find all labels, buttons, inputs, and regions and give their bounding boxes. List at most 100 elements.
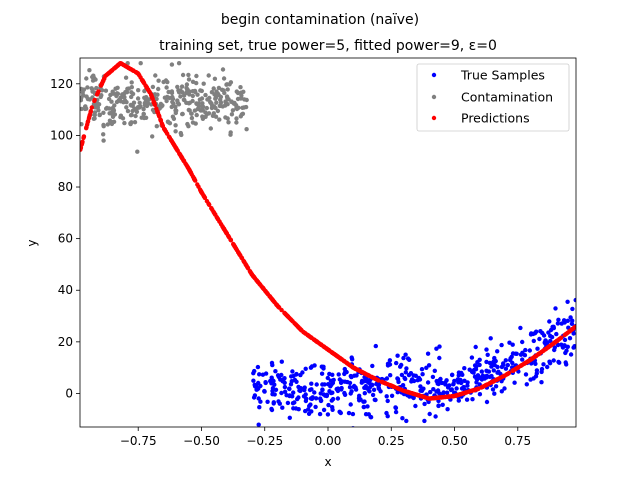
true-sample-point [560, 345, 566, 350]
contamination-point [200, 114, 205, 119]
true-sample-point [535, 346, 540, 351]
contamination-point [98, 94, 103, 100]
true-sample-point [263, 380, 268, 385]
legend-label-true-samples: True Samples [460, 68, 545, 83]
true-sample-point [282, 389, 288, 394]
true-sample-point [413, 373, 418, 378]
prediction-point [381, 380, 386, 385]
true-sample-point [551, 358, 556, 363]
contamination-point [180, 72, 186, 78]
contamination-point [225, 87, 230, 92]
prediction-point [221, 226, 227, 231]
prediction-point [533, 354, 538, 359]
prediction-point [248, 270, 253, 275]
true-sample-point [534, 329, 539, 334]
legend-marker-true-samples [431, 72, 437, 78]
true-sample-point [384, 376, 390, 381]
prediction-point [195, 182, 200, 187]
true-sample-point [359, 380, 364, 385]
true-sample-point [433, 414, 438, 419]
true-sample-point [370, 392, 376, 398]
true-sample-point [349, 355, 354, 360]
true-sample-point [263, 371, 269, 376]
true-sample-point [270, 388, 275, 394]
true-sample-point [252, 384, 258, 389]
contamination-point [198, 88, 203, 93]
contamination-point [229, 112, 235, 117]
true-sample-point [510, 342, 515, 347]
contamination-point [85, 96, 91, 102]
true-sample-point [492, 391, 497, 396]
true-sample-point [325, 412, 331, 417]
contamination-point [195, 106, 200, 112]
true-sample-point [278, 377, 283, 382]
contamination-point [136, 88, 141, 93]
contamination-point [181, 97, 187, 103]
true-sample-point [284, 393, 289, 398]
contamination-point [166, 89, 171, 95]
true-sample-point [471, 370, 476, 375]
true-sample-point [362, 385, 367, 390]
prediction-point [130, 68, 135, 73]
true-sample-point [523, 372, 529, 377]
y-tick-label: 0 [65, 386, 73, 400]
prediction-point [146, 87, 151, 92]
true-sample-point [271, 401, 276, 406]
true-sample-point [322, 382, 327, 387]
true-sample-point [251, 378, 256, 383]
true-sample-point [543, 341, 548, 347]
true-sample-point [548, 333, 553, 339]
prediction-point [447, 394, 452, 399]
true-sample-point [270, 362, 275, 368]
true-sample-point [408, 371, 414, 376]
true-sample-point [378, 389, 383, 394]
contamination-point [105, 122, 111, 127]
legend-label-contamination: Contamination [461, 90, 553, 105]
true-sample-point [312, 390, 317, 395]
contamination-point [220, 67, 226, 72]
true-sample-point [366, 412, 371, 417]
true-sample-point [404, 418, 409, 424]
contamination-point [239, 93, 244, 98]
true-sample-point [425, 380, 431, 385]
true-sample-point [294, 372, 299, 377]
contamination-point [207, 95, 212, 101]
contamination-point [125, 86, 130, 92]
true-sample-point [309, 387, 314, 392]
chart-title: training set, true power=5, fitted power… [159, 38, 497, 54]
points-layer [80, 61, 576, 427]
contamination-point [189, 111, 194, 116]
contamination-point [173, 123, 178, 128]
true-sample-point [342, 371, 347, 377]
true-sample-point [256, 396, 261, 401]
prediction-point [537, 351, 542, 356]
true-sample-point [288, 382, 294, 387]
true-sample-point [338, 380, 344, 385]
true-sample-point [484, 347, 489, 352]
true-sample-point [499, 364, 505, 370]
prediction-point [106, 70, 112, 76]
true-sample-point [462, 366, 467, 371]
prediction-point [150, 96, 155, 102]
true-sample-point [495, 349, 500, 354]
true-sample-point [573, 297, 576, 303]
contamination-point [164, 85, 169, 90]
true-sample-point [393, 409, 399, 415]
contamination-point [106, 96, 112, 102]
true-sample-point [394, 360, 399, 366]
true-sample-point [282, 384, 288, 390]
true-sample-point [265, 399, 270, 404]
prediction-point [254, 278, 259, 283]
true-sample-point [537, 336, 542, 342]
contamination-point [133, 113, 138, 119]
contamination-point [204, 105, 209, 111]
prediction-point [303, 331, 308, 336]
true-sample-point [327, 371, 332, 377]
prediction-point [111, 66, 117, 71]
true-sample-point [523, 347, 528, 353]
true-sample-point [395, 390, 400, 395]
true-sample-point [434, 346, 439, 351]
prediction-point [347, 362, 352, 367]
true-sample-point [336, 372, 341, 377]
true-sample-point [312, 363, 317, 368]
